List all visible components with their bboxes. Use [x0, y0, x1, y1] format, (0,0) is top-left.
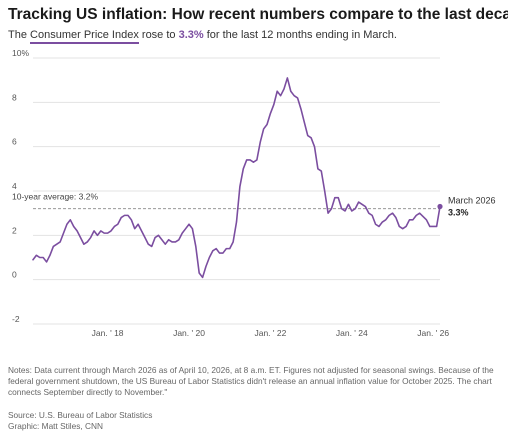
x-tick-label: Jan. ' 18 [92, 328, 124, 338]
annotation-layer: March 2026 3.3% [437, 196, 496, 218]
chart-title: Tracking US inflation: How recent number… [8, 6, 508, 23]
reference-layer: 10-year average: 3.2% [12, 192, 440, 210]
annotation-value: 3.3% [448, 208, 469, 218]
subtitle-middle: rose to [138, 29, 179, 41]
subtitle-value: 3.3% [178, 29, 204, 41]
y-tick-label: 8 [12, 92, 17, 102]
subtitle-highlight: Consumer Price Index [30, 29, 139, 44]
y-tick-label: 0 [12, 270, 17, 280]
series-layer [32, 77, 441, 279]
y-tick-label: -2 [12, 314, 20, 324]
x-tick-label: Jan. ' 24 [336, 328, 368, 338]
x-tick-label: Jan. ' 22 [254, 328, 286, 338]
y-tick-label: 10% [12, 48, 29, 58]
y-tick-label: 2 [12, 225, 17, 235]
graphic-credit: Graphic: Matt Stiles, CNN [8, 421, 103, 431]
y-tick-label: 4 [12, 181, 17, 191]
chart-source: Source: U.S. Bureau of Labor Statistics G… [8, 410, 152, 432]
grid-layer [33, 57, 440, 325]
annotation-date: March 2026 [448, 196, 496, 206]
y-tick-label: 6 [12, 137, 17, 147]
tick-layer: 10% 8 6 4 2 0 -2 Jan. ' 18 Jan. ' 20 Jan. ' 22 Jan… [12, 48, 449, 338]
inflation-line-chart: 10% 8 6 4 2 0 -2 Jan. ' 18 Jan. ' 20 Jan. ' 22 Jan… [12, 48, 496, 338]
x-tick-label: Jan. ' 26 [417, 328, 449, 338]
subtitle-suffix: for the last 12 months ending in March. [203, 29, 397, 41]
series-line-0 [32, 77, 441, 279]
source-line: Source: U.S. Bureau of Labor Statistics [8, 410, 153, 420]
x-tick-label: Jan. ' 20 [173, 328, 205, 338]
subtitle-prefix: The [8, 29, 31, 41]
chart-notes: Notes: Data current through March 2026 a… [8, 365, 494, 397]
reference-line-label: 10-year average: 3.2% [12, 192, 98, 202]
chart-subtitle: The Consumer Price Index rose to 3.3% fo… [8, 29, 397, 44]
march-2026-point [437, 203, 443, 210]
